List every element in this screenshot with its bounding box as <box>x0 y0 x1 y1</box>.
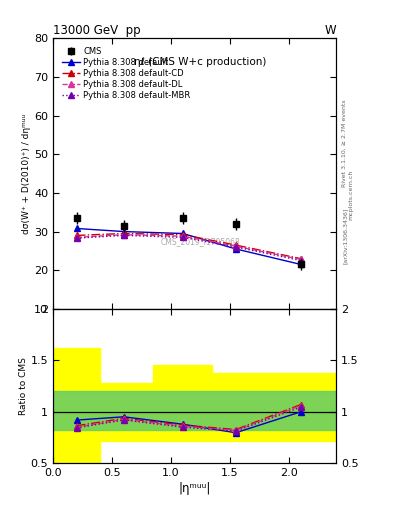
Text: 13000 GeV  pp: 13000 GeV pp <box>53 24 141 37</box>
Pythia 8.308 default-DL <box>74 234 79 241</box>
Pythia 8.308 default-DL <box>298 257 303 263</box>
Y-axis label: dσ(W⁺ + Ḋ(2010)⁺) / dηᵐᵘᵘ: dσ(W⁺ + Ḋ(2010)⁺) / dηᵐᵘᵘ <box>22 114 31 234</box>
Text: [arXiv:1306.3436]: [arXiv:1306.3436] <box>343 207 347 264</box>
Pythia 8.308 default <box>74 225 79 231</box>
Pythia 8.308 default <box>233 246 238 252</box>
Pythia 8.308 default-MBR <box>298 258 303 264</box>
Pythia 8.308 default <box>298 261 303 267</box>
Pythia 8.308 default-DL <box>180 233 185 239</box>
Line: Pythia 8.308 default-MBR: Pythia 8.308 default-MBR <box>74 232 303 263</box>
Text: ηℓ (CMS W+c production): ηℓ (CMS W+c production) <box>134 57 266 68</box>
Text: mcplots.cern.ch: mcplots.cern.ch <box>349 169 353 220</box>
Pythia 8.308 default-CD <box>180 231 185 238</box>
X-axis label: |ηᵐᵘᵘ|: |ηᵐᵘᵘ| <box>178 482 211 496</box>
Pythia 8.308 default-DL <box>121 231 126 238</box>
Legend: CMS, Pythia 8.308 default, Pythia 8.308 default-CD, Pythia 8.308 default-DL, Pyt: CMS, Pythia 8.308 default, Pythia 8.308 … <box>60 45 192 102</box>
Text: W: W <box>324 24 336 37</box>
Text: CMS_2019_I1705068: CMS_2019_I1705068 <box>160 237 240 246</box>
Pythia 8.308 default-CD <box>233 242 238 248</box>
Pythia 8.308 default-CD <box>298 255 303 262</box>
Pythia 8.308 default-MBR <box>180 234 185 241</box>
Line: Pythia 8.308 default-DL: Pythia 8.308 default-DL <box>74 232 303 262</box>
Text: Rivet 3.1.10, ≥ 2.7M events: Rivet 3.1.10, ≥ 2.7M events <box>342 99 346 187</box>
Pythia 8.308 default-MBR <box>74 235 79 241</box>
Pythia 8.308 default <box>121 228 126 234</box>
Y-axis label: Ratio to CMS: Ratio to CMS <box>19 357 28 415</box>
Pythia 8.308 default-MBR <box>233 244 238 250</box>
Pythia 8.308 default-CD <box>121 230 126 237</box>
Pythia 8.308 default-CD <box>74 232 79 239</box>
Pythia 8.308 default-MBR <box>121 232 126 239</box>
Pythia 8.308 default-DL <box>233 243 238 249</box>
Line: Pythia 8.308 default-CD: Pythia 8.308 default-CD <box>74 231 303 262</box>
Line: Pythia 8.308 default: Pythia 8.308 default <box>74 226 303 267</box>
Pythia 8.308 default <box>180 230 185 237</box>
